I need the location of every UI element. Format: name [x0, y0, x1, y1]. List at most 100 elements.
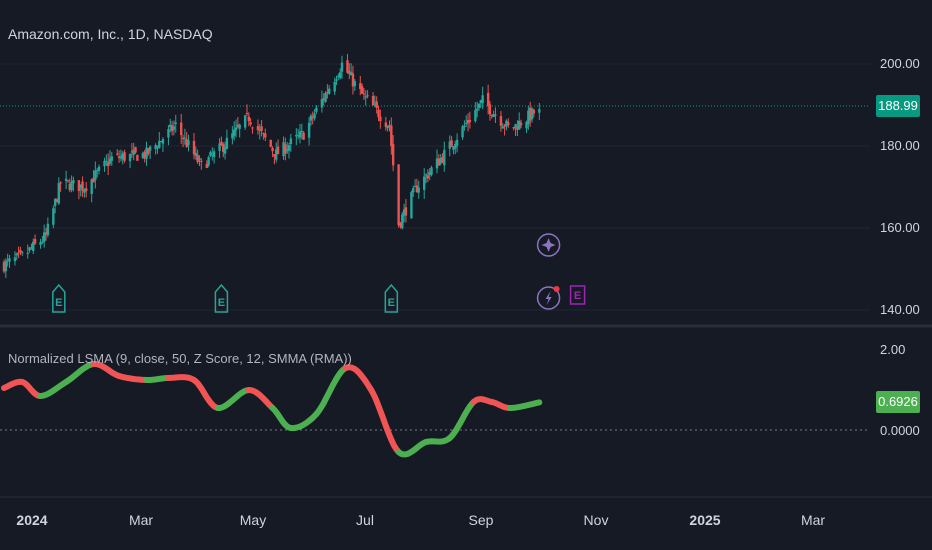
- candle-body: [92, 178, 95, 183]
- time-label-jul: Jul: [356, 512, 374, 528]
- candle-body: [64, 178, 68, 181]
- candle-body: [410, 192, 413, 219]
- lightning-icon: [536, 286, 561, 310]
- candle-body: [373, 104, 377, 106]
- candle-body: [501, 126, 504, 129]
- earnings-badge-shape: [384, 283, 399, 313]
- sparkle-shape: [541, 238, 556, 252]
- candle-body: [28, 247, 31, 251]
- indicator-value-tag: 0.6926: [876, 391, 920, 413]
- candle-body: [170, 125, 174, 132]
- candle-body: [262, 133, 265, 135]
- candle-body: [55, 199, 59, 202]
- future-earnings-marker: E: [569, 285, 586, 305]
- candle-body: [243, 115, 247, 128]
- lightning-shape: [545, 291, 552, 305]
- candle-body: [465, 123, 468, 125]
- candle-body: [15, 253, 18, 256]
- candle-body: [324, 92, 327, 102]
- candle-body: [269, 139, 272, 147]
- candle-body: [72, 180, 75, 184]
- candle-body: [233, 129, 236, 136]
- candle-body: [30, 247, 33, 249]
- lsma-line: [1, 361, 543, 458]
- candle-body: [477, 103, 481, 109]
- candle-body: [475, 108, 479, 111]
- candle-body: [148, 146, 152, 151]
- candle-body: [13, 257, 17, 262]
- candle-body: [194, 152, 198, 156]
- candle-body: [79, 184, 82, 189]
- candle-body: [161, 139, 165, 144]
- candle-body: [251, 127, 254, 129]
- earnings-badge-letter: E: [388, 297, 395, 309]
- candle-body: [95, 170, 99, 172]
- candle-body: [180, 122, 183, 136]
- candles: [2, 54, 541, 279]
- candle-body: [209, 152, 212, 156]
- candle-body: [156, 147, 159, 149]
- candle-body: [136, 155, 139, 161]
- candle-body: [379, 116, 382, 122]
- candle-body: [499, 116, 503, 126]
- candle-body: [443, 149, 446, 166]
- lightning-ring: [536, 286, 561, 310]
- candle-body: [435, 158, 439, 169]
- candle-body: [377, 109, 380, 118]
- time-label-sep: Sep: [468, 512, 494, 528]
- candle-body: [417, 187, 420, 193]
- indicator-label[interactable]: Normalized LSMA (9, close, 50, Z Score, …: [8, 351, 352, 366]
- sparkle-ring: [536, 233, 561, 257]
- candle-body: [258, 129, 261, 131]
- candle-body: [207, 157, 210, 166]
- candle-body: [366, 95, 369, 97]
- lsma-segment: [245, 387, 276, 411]
- candle-body: [159, 140, 163, 143]
- candle-body: [116, 153, 119, 155]
- candle-body: [503, 125, 506, 127]
- future-earnings-letter: E: [574, 290, 581, 302]
- candle-body: [349, 72, 353, 76]
- candle-body: [468, 120, 472, 123]
- candle-body: [106, 162, 110, 167]
- candle-body: [397, 164, 400, 226]
- candle-body: [507, 122, 510, 126]
- candle-body: [2, 262, 6, 272]
- alert-dot: [553, 286, 560, 292]
- candle-body: [479, 100, 483, 104]
- candle-body: [110, 156, 113, 161]
- candle-body: [52, 208, 55, 225]
- candle-body: [145, 147, 148, 159]
- time-label-mar-2025: Mar: [800, 512, 826, 528]
- candle-body: [211, 154, 214, 156]
- candle-body: [311, 116, 314, 118]
- candle-body: [340, 62, 344, 72]
- candle-body: [494, 114, 497, 116]
- candle-body: [401, 214, 404, 229]
- candle-body: [57, 183, 61, 204]
- lsma-segment: [395, 439, 429, 458]
- candle-body: [97, 166, 101, 171]
- candle-body: [538, 109, 541, 113]
- earnings-badge-letter: E: [55, 297, 62, 309]
- lsma-segment: [488, 399, 514, 411]
- candle-body: [90, 179, 93, 195]
- candle-body: [223, 147, 227, 154]
- candle-body: [19, 250, 22, 253]
- lsma-segment: [19, 379, 44, 399]
- candle-body: [83, 190, 86, 193]
- candle-body: [448, 141, 451, 149]
- price-tick-160: 160.00: [880, 220, 920, 235]
- candle-body: [46, 223, 50, 236]
- candle-body: [320, 99, 324, 108]
- candle-body: [70, 181, 73, 191]
- candle-body: [212, 151, 216, 158]
- candle-body: [404, 207, 408, 216]
- lsma-segment: [90, 361, 123, 379]
- candle-body: [68, 184, 71, 191]
- candle-body: [490, 114, 494, 116]
- candle-body: [275, 149, 278, 160]
- candle-body: [516, 126, 519, 130]
- lsma-segment: [214, 387, 252, 411]
